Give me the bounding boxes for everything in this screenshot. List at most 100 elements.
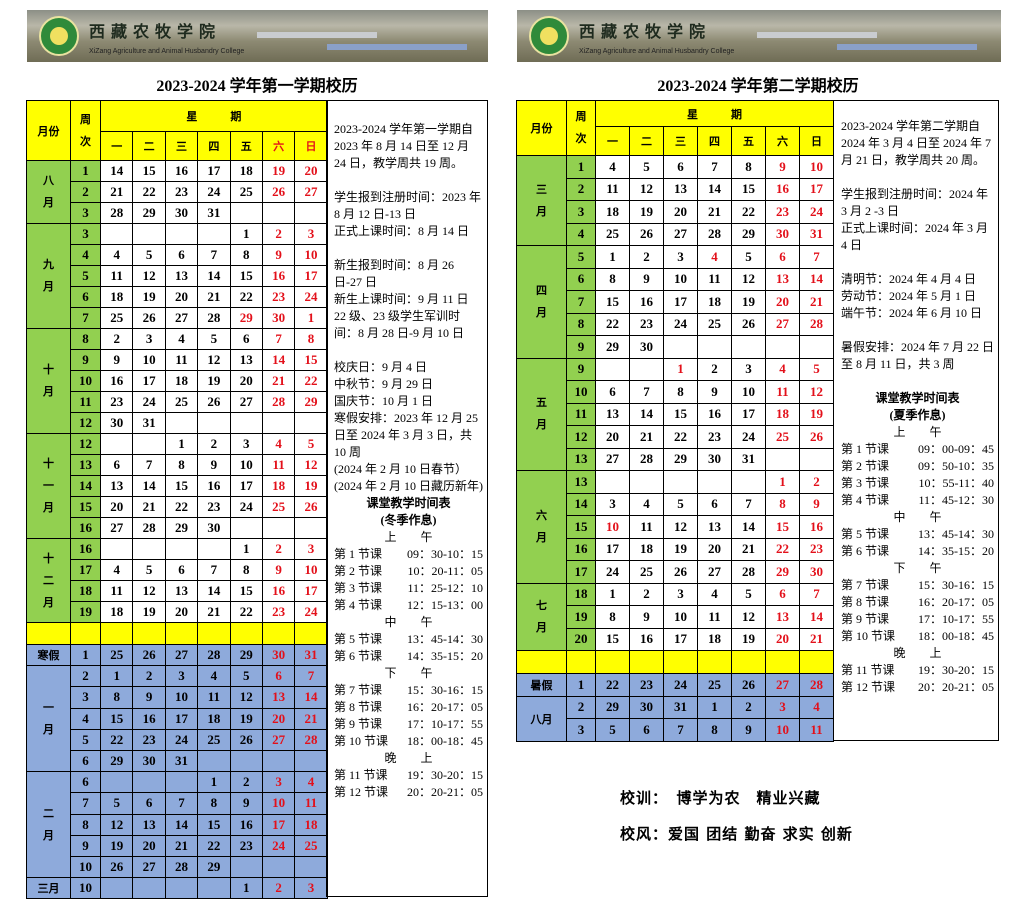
day-cell: 7 — [629, 380, 664, 404]
class-period-label: 第 5 节课 — [334, 632, 383, 646]
day-cell: 5 — [294, 433, 328, 455]
day-cell: 3 — [663, 245, 698, 269]
class-period-time: 18：00-18：45 — [918, 629, 994, 643]
day-cell: 30 — [261, 307, 296, 329]
day-cell: 8 — [229, 244, 263, 266]
week-number: 1 — [70, 160, 101, 182]
day-cell: 7 — [294, 665, 328, 688]
week-number: 3 — [70, 202, 101, 224]
day-cell: 11 — [261, 454, 296, 476]
week-number: 8 — [566, 312, 596, 336]
day-cell — [164, 223, 199, 245]
day-cell: 10 — [765, 718, 800, 742]
class-period-time: 11：25-12：10 — [407, 581, 483, 595]
day-cell: 17 — [294, 265, 328, 287]
day-cell: 4 — [595, 155, 630, 179]
class-period-row: 第 7 节课 15：30-16：15 — [841, 577, 994, 594]
day-cell: 9 — [765, 155, 800, 179]
class-period-label: 第 7 节课 — [334, 683, 383, 697]
day-cell: 27 — [765, 312, 800, 336]
day-cell: 30 — [629, 695, 664, 719]
day-cell: 23 — [99, 391, 134, 413]
day-cell: 19 — [663, 537, 698, 561]
day-cell: 25 — [164, 391, 199, 413]
class-period-row: 第 5 节课 13：45-14：30 — [334, 631, 483, 648]
week-row: 5 22 23 24 25 26 27 28 — [27, 728, 328, 751]
day-cell: 3 — [164, 665, 199, 688]
day-cell: 3 — [294, 538, 328, 560]
day-cell: 28 — [132, 517, 166, 539]
day-cell: 4 — [629, 492, 664, 516]
day-cell: 14 — [697, 177, 732, 201]
month-label: 四月 — [516, 245, 567, 359]
day-cell: 4 — [197, 665, 231, 688]
week-number: 10 — [70, 370, 101, 392]
week-number: 4 — [70, 244, 101, 266]
day-cell — [99, 433, 134, 455]
day-cell: 25 — [697, 673, 732, 697]
week-row: 三月 10 1 2 3 — [26, 877, 328, 900]
day-cell: 21 — [197, 286, 231, 308]
day-cell: 16 — [765, 177, 800, 201]
day-cell: 3 — [294, 877, 328, 900]
day-cell: 6 — [99, 454, 134, 476]
week-row: 14 3 4 5 6 7 8 9 — [517, 492, 834, 516]
day-cell: 12 — [663, 515, 698, 539]
week-row: 13 27 28 29 30 31 — [517, 447, 834, 471]
day-cell — [229, 749, 263, 773]
class-period-row: 第 12 节课 20：20-21：05 — [334, 784, 483, 801]
week-number: 10 — [70, 877, 101, 900]
day-cell: 9 — [99, 349, 134, 371]
day-cell — [731, 335, 766, 359]
school-name-cn: 西藏农牧学院 — [89, 22, 222, 41]
day-cell: 17 — [197, 160, 231, 182]
day-cell: 19 — [197, 370, 231, 392]
day-cell: 23 — [229, 834, 263, 857]
day-cell: 7 — [799, 582, 834, 606]
day-cell: 9 — [799, 492, 834, 516]
day-cell: 10 — [229, 454, 263, 476]
day-cell: 14 — [197, 265, 231, 287]
day-cell: 19 — [261, 160, 296, 182]
day-cell: 17 — [164, 707, 199, 730]
day-cell: 19 — [132, 286, 166, 308]
day-cell: 22 — [663, 425, 698, 449]
day-cell: 3 — [229, 433, 263, 455]
day-cell: 19 — [99, 834, 134, 857]
day-cell: 9 — [261, 559, 296, 581]
header-row: 月份 周次星 期 — [516, 100, 834, 156]
day-cell: 26 — [294, 496, 328, 518]
day-cell: 18 — [697, 290, 732, 314]
day-cell: 5 — [663, 492, 698, 516]
day-cell: 20 — [765, 627, 800, 651]
note-line: 暑假安排：2024 年 7 月 22 日至 8 月 11 日，共 3 周 — [841, 340, 995, 371]
schedule-subtitle: (冬季作息) — [380, 513, 437, 527]
day-cell: 30 — [629, 335, 664, 359]
class-period-time: 13：45-14：30 — [918, 527, 994, 541]
note-line — [841, 254, 994, 271]
week-number: 6 — [70, 749, 101, 773]
week-number: 5 — [70, 265, 101, 287]
day-cell: 20 — [164, 286, 199, 308]
period-name: 上 午 — [893, 425, 942, 439]
day-cell: 23 — [164, 181, 199, 203]
day-cell: 3 — [663, 582, 698, 606]
day-cell: 21 — [294, 707, 328, 730]
day-cell: 6 — [595, 380, 630, 404]
week-number: 15 — [566, 515, 596, 539]
week-number: 19 — [566, 605, 596, 629]
weekday-1: 一 — [595, 126, 630, 156]
day-cell: 8 — [595, 267, 630, 291]
day-cell: 26 — [197, 391, 231, 413]
class-period-label: 第 10 节课 — [841, 629, 896, 643]
week-number: 7 — [566, 290, 596, 314]
day-cell: 18 — [697, 627, 732, 651]
week-row: 20 15 16 17 18 19 20 21 — [517, 627, 834, 651]
day-cell: 28 — [731, 560, 766, 584]
day-cell: 15 — [229, 265, 263, 287]
note-line: 学生报到注册时间：2024 年 3 月 2 -3 日 — [841, 187, 989, 218]
day-cell — [261, 749, 296, 773]
week-number: 9 — [70, 349, 101, 371]
week-row: 暑假 1 22 23 24 25 26 27 28 — [516, 673, 834, 697]
class-period-row: 第 3 节课 10：55-11：40 — [841, 475, 994, 492]
